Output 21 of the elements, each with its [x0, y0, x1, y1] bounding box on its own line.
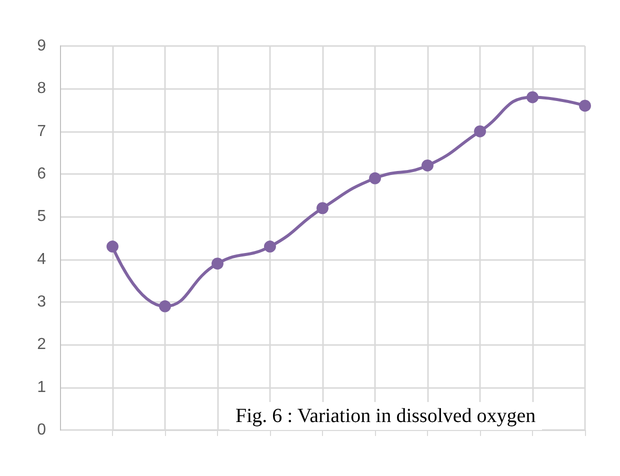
point — [474, 125, 486, 138]
y-tick-label: 9 — [37, 38, 46, 54]
y-tick-label: 5 — [37, 208, 46, 226]
point — [159, 300, 171, 312]
point — [264, 240, 276, 253]
y-tick-label: 1 — [37, 378, 46, 396]
point — [106, 240, 118, 253]
y-tick-label: 3 — [37, 294, 46, 310]
point — [316, 202, 328, 214]
y-tick-label: 8 — [37, 80, 46, 98]
y-tick-label: 7 — [37, 122, 46, 140]
y-tick-label: 0 — [37, 422, 46, 438]
point — [212, 258, 224, 270]
y-tick-label: 6 — [37, 166, 46, 182]
y-tick-label: 2 — [37, 336, 46, 354]
point — [422, 159, 434, 172]
point — [579, 100, 591, 112]
point — [369, 172, 381, 184]
annotation: Fig. 6 : Variation in dissolved oxygen — [235, 405, 536, 427]
y-tick-label: 4 — [37, 250, 46, 268]
point — [526, 91, 538, 104]
